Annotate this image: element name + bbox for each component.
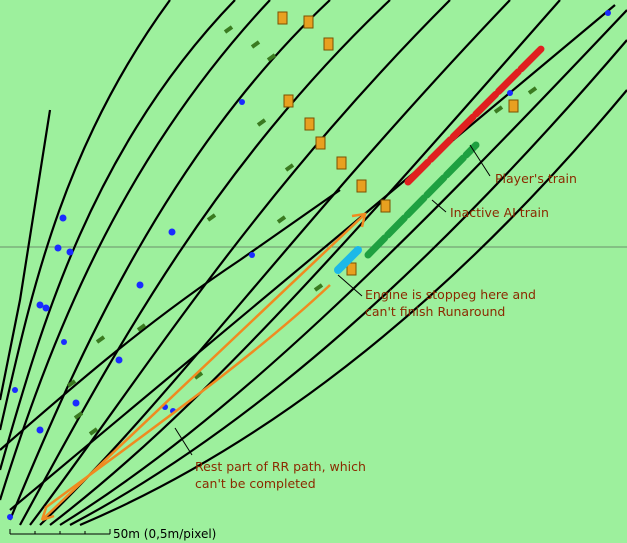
- annotation: can't be completed: [195, 476, 316, 491]
- track: [0, 0, 236, 471]
- scale-label: 50m (0,5m/pixel): [113, 527, 216, 541]
- track: [0, 189, 341, 451]
- track: [8, 0, 331, 521]
- annotation: Inactive AI train: [450, 205, 549, 220]
- track: [79, 89, 627, 527]
- track: [49, 0, 561, 526]
- ai-train: [334, 141, 480, 274]
- track: [19, 0, 391, 526]
- markers: [66, 25, 538, 436]
- scale-bar: [9, 529, 111, 535]
- signals: [277, 11, 519, 276]
- annotation: Engine is stoppeg here and: [365, 287, 536, 302]
- annotation: Player's train: [495, 171, 577, 186]
- player-train: [404, 44, 546, 186]
- track: [0, 109, 52, 401]
- annotation: Rest part of RR path, which: [195, 459, 366, 474]
- leaders: [174, 144, 491, 456]
- track: [9, 4, 616, 511]
- track: [59, 9, 627, 526]
- track: [69, 39, 627, 526]
- track: [0, 0, 171, 431]
- switch-dots: [7, 10, 611, 520]
- annotation: can't finish Runaround: [365, 304, 505, 319]
- rr-path: [40, 212, 367, 522]
